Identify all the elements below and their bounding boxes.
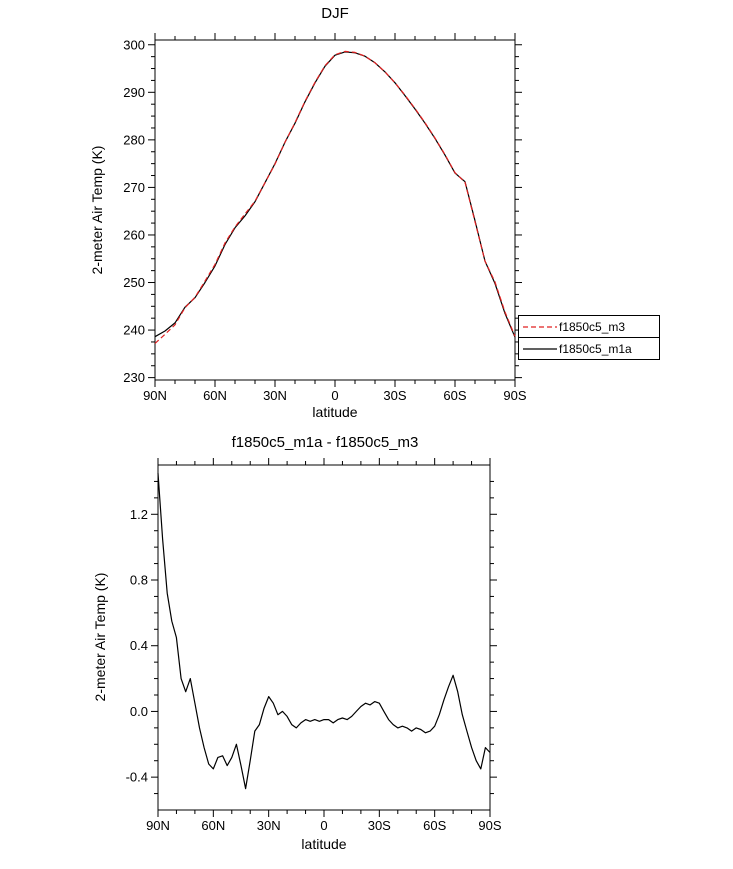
bottom-chart-xlabel: latitude [301,836,347,852]
axes [151,458,497,817]
y-tick-label: 0.0 [130,704,148,719]
y-tick-label: -0.4 [126,770,148,785]
y-tick-label: 0.8 [130,573,148,588]
x-tick-label: 30S [368,818,391,833]
y-tick-label: 270 [123,180,145,195]
x-tick-label: 60S [423,818,446,833]
top-chart-ylabel: 2-meter Air Temp (K) [89,145,105,275]
x-tick-label: 0 [320,818,327,833]
legend: f1850c5_m3 f1850c5_m1a [518,315,660,360]
x-tick-label: 30N [263,388,287,403]
legend-label-m3: f1850c5_m3 [559,319,626,334]
legend-label-m1a: f1850c5_m1a [559,341,632,356]
legend-entry-m1a: f1850c5_m1a [518,337,660,360]
plot-frame [157,464,491,811]
x-tick-label: 60N [201,818,225,833]
x-tick-label: 90N [143,388,167,403]
bottom-chart-title: f1850c5_m1a - f1850c5_m3 [231,434,419,451]
black-solid-line-sample [523,347,557,350]
y-tick-label: 290 [123,85,145,100]
y-tick-label: 0.4 [130,638,148,653]
y-tick-label: 300 [123,37,145,52]
y-tick-label: 1.2 [130,507,148,522]
top-chart-xlabel: latitude [312,404,358,420]
axes [148,33,522,387]
series-line [154,50,516,344]
y-tick-label: 230 [123,370,145,385]
y-tick-label: 280 [123,132,145,147]
x-tick-label: 90S [478,818,501,833]
y-tick-label: 250 [123,275,145,290]
series-line [154,51,516,338]
x-tick-label: 60S [443,388,466,403]
legend-entry-m3: f1850c5_m3 [518,315,660,338]
x-tick-label: 90N [146,818,170,833]
red-dashed-line-sample [523,325,557,328]
series-line [157,473,491,790]
x-tick-label: 30S [383,388,406,403]
tick-labels: 90N 60N 30N 0 30S 60S 90S -0.4 0.0 0.4 0.8 1.2 [126,507,502,833]
top-chart-title: DJF [321,5,349,22]
y-tick-label: 260 [123,228,145,243]
x-tick-label: 0 [331,388,338,403]
plot-frame [154,39,516,381]
bottom-chart-ylabel: 2-meter Air Temp (K) [92,572,108,702]
x-tick-label: 30N [257,818,281,833]
bottom-chart-canvas: 90N 60N 30N 0 30S 60S 90S -0.4 0.0 0.4 0.8 1.2 [126,458,502,833]
y-tick-label: 240 [123,323,145,338]
x-tick-label: 60N [203,388,227,403]
top-chart-canvas: 90N 60N 30N 0 30S 60S 90S 230 240 250 260 270 280 290… [123,33,527,403]
x-tick-label: 90S [503,388,526,403]
tick-labels: 90N 60N 30N 0 30S 60S 90S 230 240 250 260 270 280 290… [123,37,527,403]
